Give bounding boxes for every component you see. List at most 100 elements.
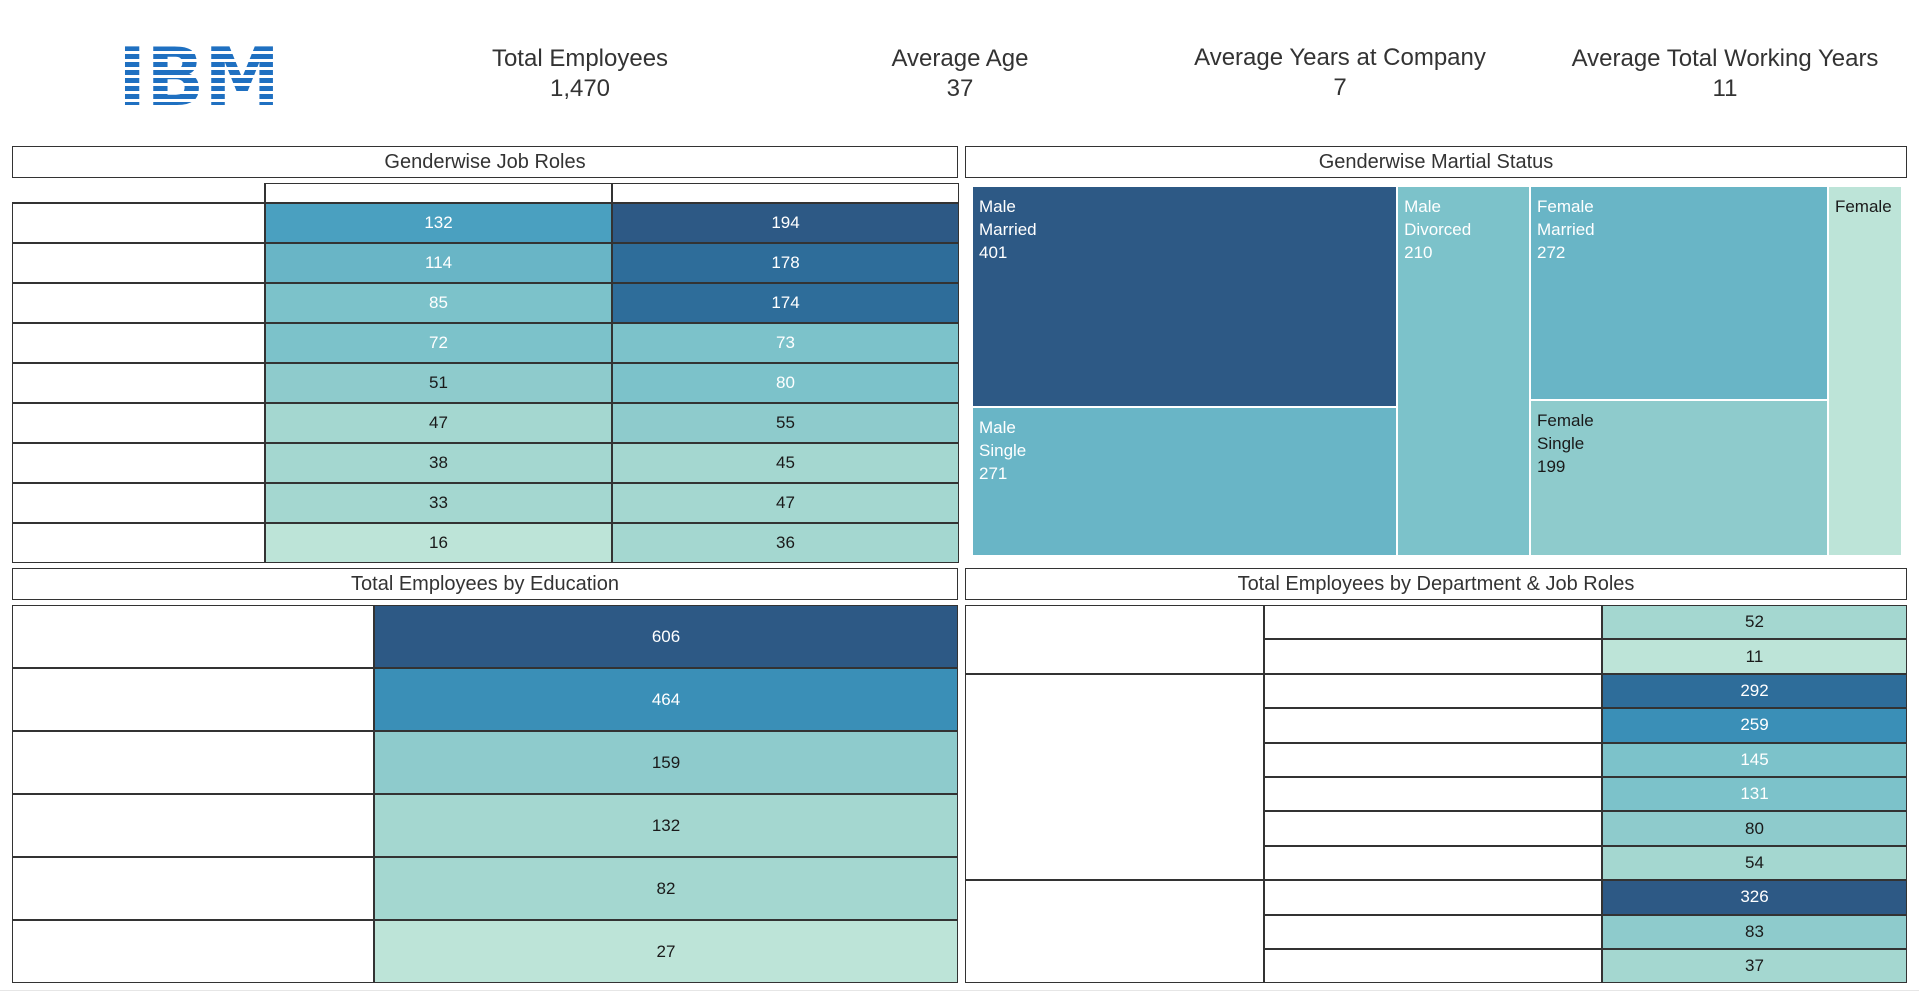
- row-label: [12, 323, 265, 363]
- treemap-value-label: 199: [1537, 456, 1566, 476]
- ibm-logo: IBM: [118, 46, 280, 107]
- treemap-value-label: 401: [979, 243, 1008, 262]
- panel-title-marital-status: Genderwise Martial Status: [965, 146, 1907, 178]
- row-label: [12, 483, 265, 523]
- kpi-label: Average Total Working Years: [1571, 45, 1879, 72]
- column-header: [265, 183, 612, 203]
- department-label: [965, 880, 1264, 984]
- treemap-gender-label: Female: [1537, 197, 1594, 216]
- kpi-average-total-working-years: Average Total Working Years 11: [1555, 44, 1895, 104]
- value-cell: 85: [265, 283, 612, 323]
- treemap-tile: Female: [1827, 186, 1902, 556]
- education-label: [12, 857, 374, 920]
- row-label: [12, 403, 265, 443]
- role-value: 11: [1602, 639, 1907, 674]
- treemap-gender-label: Male: [979, 197, 1016, 216]
- role-label: [1264, 880, 1602, 915]
- row-label: [12, 523, 265, 563]
- treemap-value-label: 272: [1537, 243, 1566, 262]
- education-label: [12, 794, 374, 857]
- role-value: 259: [1602, 708, 1907, 743]
- role-value: 326: [1602, 880, 1907, 915]
- panel-title-department-roles: Total Employees by Department & Job Role…: [965, 568, 1907, 600]
- education-value: 159: [374, 731, 958, 794]
- row-label: [12, 443, 265, 483]
- role-value: 131: [1602, 777, 1907, 812]
- role-value: 37: [1602, 949, 1907, 984]
- role-label: [1264, 639, 1602, 674]
- value-cell: 47: [612, 483, 959, 523]
- column-header: [612, 183, 959, 203]
- value-cell: 114: [265, 243, 612, 283]
- role-value: 52: [1602, 605, 1907, 640]
- education-value: 132: [374, 794, 958, 857]
- row-label: [12, 283, 265, 323]
- education-label: [12, 920, 374, 983]
- role-label: [1264, 742, 1602, 777]
- value-cell: 194: [612, 203, 959, 243]
- kpi-value: 1,470: [549, 75, 611, 102]
- role-label: [1264, 777, 1602, 812]
- treemap-tile: Female Married 272: [1530, 186, 1828, 400]
- role-label: [1264, 811, 1602, 846]
- education-label: [12, 668, 374, 731]
- logo-stripe: [118, 94, 280, 99]
- kpi-value: 11: [1712, 75, 1738, 102]
- role-label: [1264, 914, 1602, 949]
- treemap-status-label: Single: [1537, 433, 1585, 453]
- kpi-label: Average Years at Company: [1194, 44, 1486, 71]
- role-value: 292: [1602, 673, 1907, 709]
- treemap-tile: Female Single 199: [1530, 399, 1828, 556]
- row-label: [12, 363, 265, 403]
- role-value: 54: [1602, 845, 1907, 881]
- row-label: [12, 203, 265, 243]
- divider: [0, 990, 1919, 991]
- logo-stripe: [118, 70, 280, 75]
- logo-stripe: [118, 54, 280, 59]
- role-label: [1264, 708, 1602, 743]
- kpi-average-years-at-company: Average Years at Company 7: [1180, 43, 1500, 103]
- value-cell: 174: [612, 283, 959, 323]
- education-value: 464: [374, 668, 958, 731]
- kpi-label: Total Employees: [491, 45, 669, 72]
- kpi-average-age: Average Age 37: [860, 44, 1060, 104]
- value-cell: 178: [612, 243, 959, 283]
- treemap-value-label: 210: [1404, 243, 1433, 262]
- treemap-gender-label: Male: [1404, 197, 1441, 216]
- role-label: [1264, 673, 1602, 709]
- value-cell: 55: [612, 403, 959, 443]
- treemap-tile: Male Divorced 210: [1397, 186, 1530, 556]
- kpi-value: 7: [1333, 74, 1347, 101]
- role-label: [1264, 845, 1602, 881]
- panel-title-education: Total Employees by Education: [12, 568, 958, 600]
- value-cell: 80: [612, 363, 959, 403]
- kpi-value: 37: [946, 75, 974, 102]
- value-cell: 73: [612, 323, 959, 363]
- header-blank: [12, 183, 265, 203]
- treemap-tile: Male Single 271: [972, 406, 1398, 556]
- treemap-tile: Male Married 401: [972, 186, 1398, 407]
- kpi-total-employees: Total Employees 1,470: [470, 44, 690, 104]
- logo-stripe: [118, 46, 280, 51]
- education-value: 27: [374, 920, 958, 983]
- kpi-label: Average Age: [891, 45, 1029, 72]
- role-label: [1264, 949, 1602, 984]
- row-label: [12, 243, 265, 283]
- department-label: [965, 605, 1264, 674]
- treemap-status-label: Married: [979, 220, 1037, 239]
- value-cell: 45: [612, 443, 959, 483]
- value-cell: 33: [265, 483, 612, 523]
- value-cell: 51: [265, 363, 612, 403]
- value-cell: 132: [265, 203, 612, 243]
- panel-title-job-roles: Genderwise Job Roles: [12, 146, 958, 178]
- treemap-gender-label: Female: [1834, 197, 1892, 216]
- value-cell: 38: [265, 443, 612, 483]
- value-cell: 72: [265, 323, 612, 363]
- treemap-gender-label: Female: [1537, 410, 1594, 430]
- treemap-status-label: Married: [1537, 220, 1595, 239]
- logo-stripe: [118, 86, 280, 91]
- treemap-value-label: 271: [979, 463, 1008, 483]
- education-value: 606: [374, 605, 958, 668]
- role-value: 80: [1602, 811, 1907, 846]
- treemap-status-label: Divorced: [1404, 220, 1472, 239]
